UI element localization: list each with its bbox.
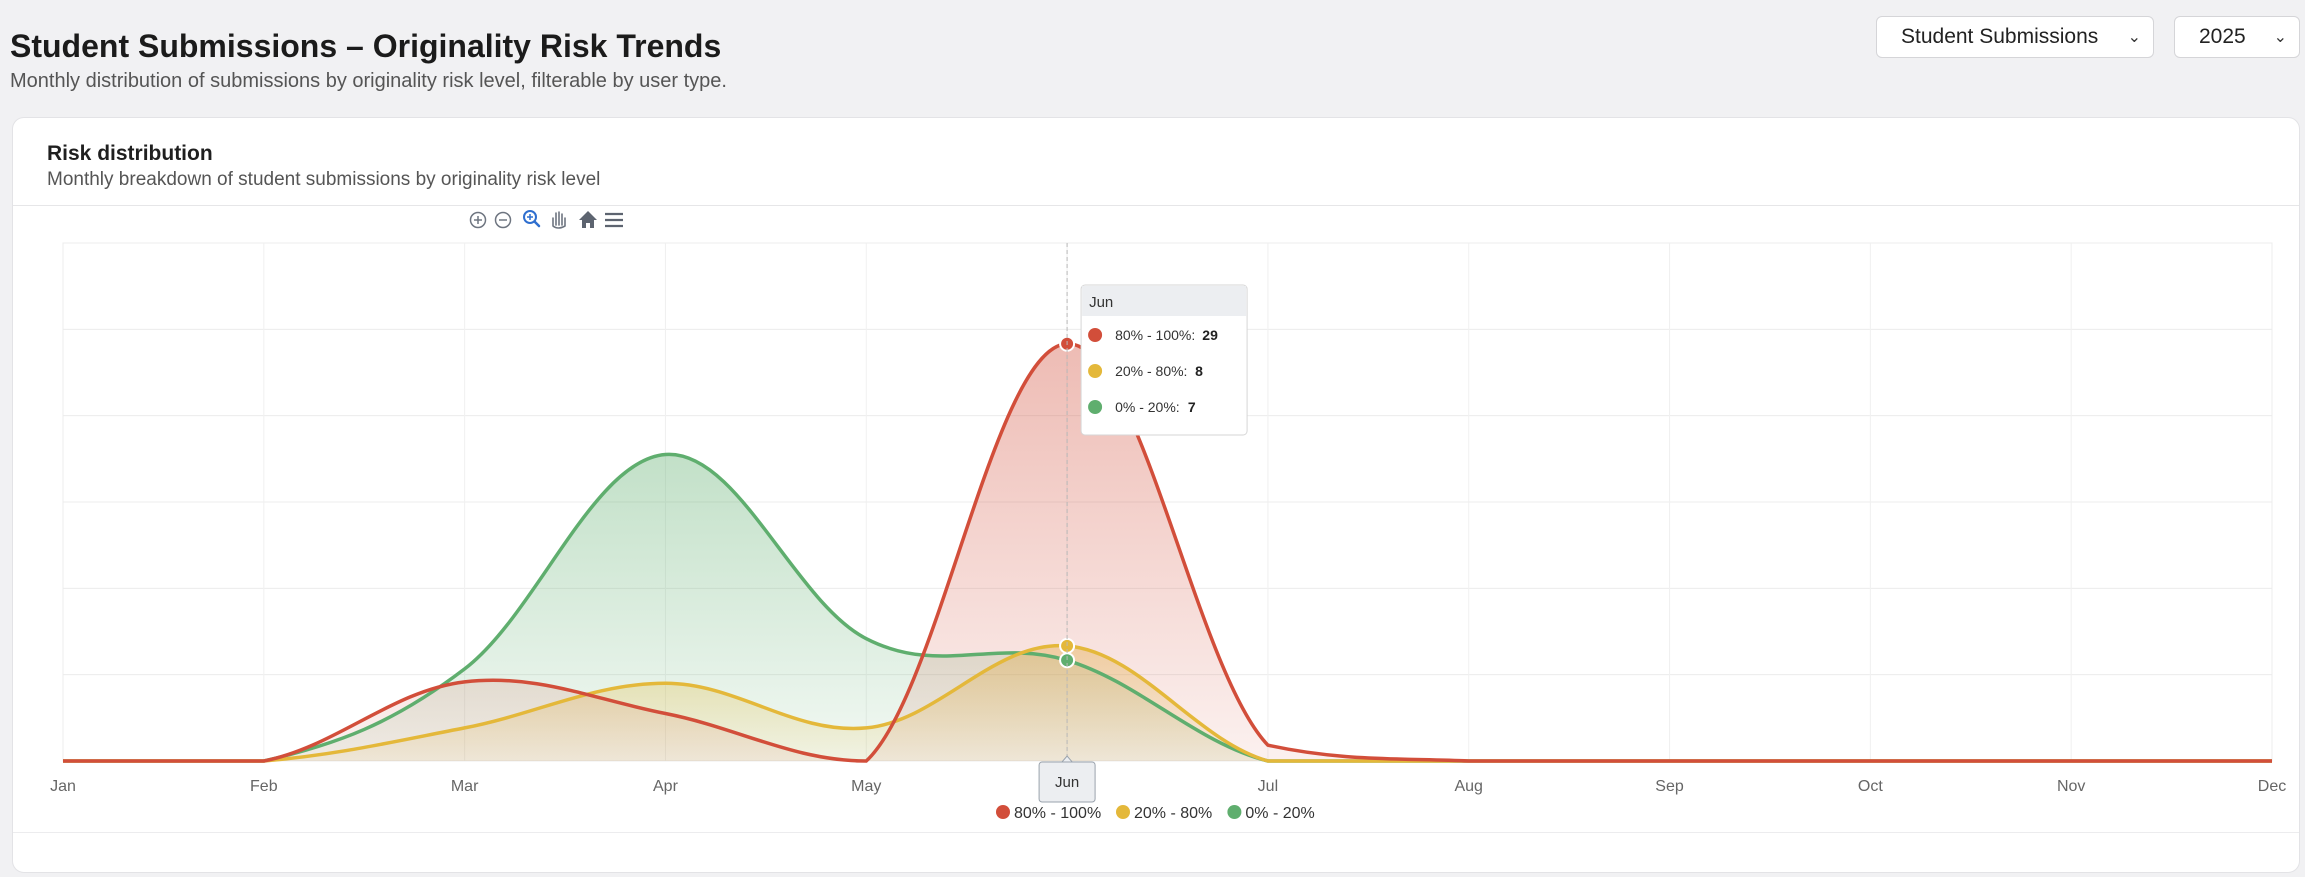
x-tick-label: Aug — [1454, 778, 1482, 795]
x-tick-label: Nov — [2057, 778, 2085, 795]
x-tick-label: Jul — [1258, 778, 1278, 795]
tooltip-value: 7 — [1188, 399, 1196, 415]
year-select[interactable]: 2025 ⌄ — [2174, 16, 2300, 58]
card-divider — [13, 205, 2299, 206]
chevron-down-icon: ⌄ — [2127, 29, 2141, 46]
card-footer-divider — [13, 832, 2299, 833]
tooltip-marker — [1088, 400, 1103, 414]
legend-label: 80% - 100% — [1014, 805, 1101, 822]
x-axis: JanFebMarAprMayJunJulAugSepOctNovDec — [50, 778, 2286, 795]
tooltip-label: 0% - 20%: — [1115, 399, 1180, 415]
tooltip-value: 29 — [1202, 327, 1218, 343]
x-tick-label: Jan — [50, 778, 76, 795]
legend-marker — [1116, 805, 1130, 819]
x-tick-label: Mar — [451, 778, 479, 795]
tooltip-label: 80% - 100%: — [1115, 327, 1195, 343]
x-axis-tooltip-label: Jun — [1055, 774, 1079, 791]
year-select-value: 2025 — [2199, 25, 2246, 48]
tooltip-value: 8 — [1195, 363, 1203, 379]
legend-item[interactable]: 20% - 80% — [1116, 805, 1212, 822]
chevron-down-icon: ⌄ — [2273, 29, 2287, 46]
chart-toolbar[interactable] — [469, 210, 624, 229]
user-type-select-value: Student Submissions — [1901, 25, 2099, 48]
tooltip-row: 0% - 20%: 7 — [1088, 399, 1196, 415]
data-point-marker[interactable] — [1059, 652, 1076, 669]
tooltip-marker — [1088, 364, 1103, 378]
page-title: Student Submissions – Originality Risk T… — [10, 28, 722, 64]
user-type-select[interactable]: Student Submissions ⌄ — [1876, 16, 2154, 58]
x-axis-tooltip: Jun — [1038, 755, 1096, 803]
tooltip-marker — [1088, 328, 1103, 342]
pan-icon[interactable] — [552, 211, 566, 229]
x-tick-label: May — [851, 778, 881, 795]
chart-tooltip: Jun 80% - 100%: 29 20% - 80%: 8 0% - 20%: 7 — [1080, 284, 1248, 436]
tooltip-label: 20% - 80%: — [1115, 363, 1187, 379]
tooltip-row: 20% - 80%: 8 — [1088, 363, 1203, 379]
chart-legend[interactable]: 80% - 100% 20% - 80% 0% - 20% — [996, 805, 1315, 822]
x-tick-label: Sep — [1655, 778, 1684, 795]
legend-item[interactable]: 80% - 100% — [996, 805, 1101, 822]
x-tick-label: Feb — [250, 778, 278, 795]
legend-item[interactable]: 0% - 20% — [1227, 805, 1315, 822]
card-subtitle: Monthly breakdown of student submissions… — [47, 169, 601, 190]
legend-marker — [1227, 805, 1242, 819]
area-0-20- — [63, 454, 2272, 761]
area-80-100- — [63, 343, 2272, 761]
card-title: Risk distribution — [47, 142, 213, 165]
legend-marker — [996, 805, 1010, 819]
zoom-in-icon[interactable] — [469, 211, 487, 229]
chart-areas — [63, 343, 2272, 761]
menu-icon[interactable] — [605, 212, 623, 228]
selection-zoom-icon[interactable] — [523, 210, 541, 228]
tooltip-row: 80% - 100%: 29 — [1088, 327, 1218, 343]
x-tick-label: Apr — [653, 778, 679, 795]
x-tick-label: Oct — [1858, 778, 1883, 795]
page-subtitle: Monthly distribution of submissions by o… — [10, 70, 727, 92]
home-icon[interactable] — [579, 211, 597, 228]
legend-label: 20% - 80% — [1134, 805, 1212, 822]
zoom-out-icon[interactable] — [494, 211, 512, 229]
tooltip-title: Jun — [1089, 294, 1113, 311]
legend-label: 0% - 20% — [1245, 805, 1314, 822]
x-tick-label: Dec — [2258, 778, 2286, 795]
